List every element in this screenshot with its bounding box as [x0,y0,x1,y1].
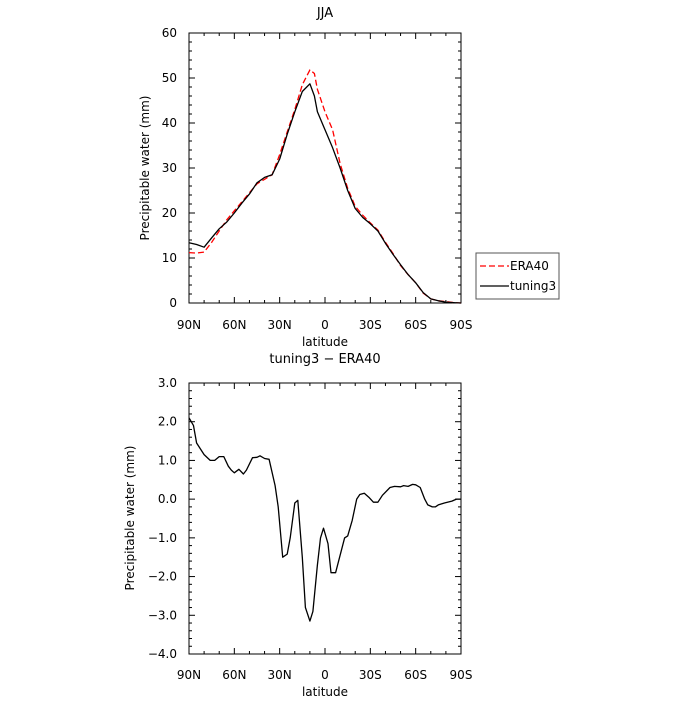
x-tick-labels: 90N 60N 30N 0 30S 60S 90S [177,668,473,682]
chart-title: tuning3 − ERA40 [269,352,380,367]
x-tick-label: 60N [222,318,246,332]
y-tick-label: 0 [169,296,177,310]
y-tick-label: 3.0 [158,376,177,390]
x-axis-label: latitude [302,335,348,349]
series-layer [188,69,462,304]
y-tick-label: 10 [162,251,177,265]
y-tick-label: 30 [162,161,177,175]
plot-frame [188,382,462,655]
x-tick-label: 30N [268,668,292,682]
y-tick-label: 60 [162,26,177,40]
chart-panel-jja: JJA latitude Precipitable water (mm) 90N… [138,6,560,349]
series-line-tuning3 [188,83,462,304]
x-tick-label: 90S [450,668,473,682]
y-axis-label: Precipitable water (mm) [138,96,152,241]
chart-title: JJA [316,6,333,21]
legend-label-era40: ERA40 [510,259,549,273]
legend: ERA40 tuning3 [475,252,560,300]
x-tick-labels: 90N 60N 30N 0 30S 60S 90S [177,318,473,332]
x-tick-label: 60N [222,668,246,682]
x-axis-label: latitude [302,685,348,699]
y-tick-label: 40 [162,116,177,130]
x-tick-label: 30S [359,318,382,332]
x-tick-label: 30N [268,318,292,332]
y-tick-label: −3.0 [148,608,177,622]
plot-frame [188,32,462,304]
y-tick-label: −2.0 [148,570,177,584]
y-tick-label: 1.0 [158,453,177,467]
x-tick-label: 90N [177,668,201,682]
x-tick-label: 90S [450,318,473,332]
y-tick-label: −4.0 [148,647,177,661]
tick-marks [188,382,462,655]
series-line-era40 [188,69,462,304]
y-tick-label: 20 [162,206,177,220]
x-tick-label: 60S [404,668,427,682]
y-tick-labels: 0 10 20 30 40 50 60 [162,26,177,310]
y-axis-label: Precipitable water (mm) [123,446,137,591]
legend-box [475,252,560,300]
chart-panel-difference: tuning3 − ERA40 latitude Precipitable wa… [123,352,472,699]
y-tick-label: 2.0 [158,415,177,429]
x-tick-label: 30S [359,668,382,682]
x-tick-label: 90N [177,318,201,332]
tick-marks [188,32,462,304]
y-tick-label: 50 [162,71,177,85]
x-tick-label: 60S [404,318,427,332]
x-tick-label: 0 [321,668,329,682]
y-tick-labels: −4.0 −3.0 −2.0 −1.0 0.0 1.0 2.0 3.0 [148,376,177,661]
y-tick-label: −1.0 [148,531,177,545]
series-line-difference [188,417,461,622]
x-tick-label: 0 [321,318,329,332]
series-layer [188,417,461,622]
y-tick-label: 0.0 [158,492,177,506]
legend-label-tuning3: tuning3 [510,279,556,293]
